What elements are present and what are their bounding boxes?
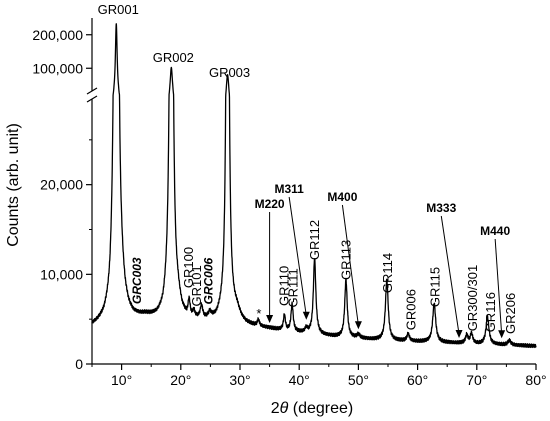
axis-break-mark <box>86 87 98 95</box>
peak-label: GR113 <box>339 240 354 280</box>
arrow-head <box>354 321 362 330</box>
y-tick-label: 0 <box>75 356 83 372</box>
x-tick-label: 80° <box>525 372 546 388</box>
peak-label: GR006 <box>404 289 419 330</box>
phase-label: M400 <box>327 190 357 204</box>
peak-label: GR114 <box>380 253 395 293</box>
peak-label: GR115 <box>427 267 442 307</box>
x-tick-label: 20° <box>170 372 191 388</box>
arrow-head <box>498 330 506 339</box>
y-tick-label: 20,000 <box>40 177 83 193</box>
peak-label: GR110 <box>276 266 291 306</box>
peak-label: GRC006 <box>202 257 216 304</box>
xrd-pattern-line <box>91 23 537 349</box>
x-tick-label: 50° <box>348 372 369 388</box>
x-axis-title: 2θ (degree) <box>271 400 354 417</box>
x-tick-label: 30° <box>229 372 250 388</box>
phase-label: M440 <box>480 224 510 238</box>
asterisk-marker: * <box>256 306 261 321</box>
y-axis-title: Counts (arb. unit) <box>5 123 22 247</box>
peak-label: GR101 <box>189 265 204 306</box>
x-tick-label: 70° <box>466 372 487 388</box>
peak-label: GRC003 <box>130 257 144 304</box>
axes: 10° 20° 30° 40° 50° 60° 70° 80° 0 10,000 20,000 100… <box>32 18 547 388</box>
arrow-line <box>440 215 460 335</box>
peak-label: GR116 <box>483 292 498 332</box>
phase-label: M311 <box>274 182 304 196</box>
y-tick-label: 200,000 <box>32 27 83 43</box>
x-tick-label: 40° <box>289 372 310 388</box>
peak-label: GR112 <box>307 220 322 260</box>
y-tick-label: 100,000 <box>32 60 83 76</box>
peak-label: GR111 <box>285 268 300 307</box>
peak-label: GR300/301 <box>465 265 480 332</box>
phase-label: M220 <box>255 197 285 211</box>
peak-label: GR003 <box>209 65 250 80</box>
curve-layer <box>91 23 537 349</box>
arrow-head <box>455 330 463 339</box>
arrow-line <box>288 196 307 316</box>
peak-label: GR002 <box>153 50 194 65</box>
arrow-line <box>341 204 359 326</box>
phase-label: M333 <box>426 201 456 215</box>
arrow-head <box>266 315 274 324</box>
axis-break-mark <box>86 95 98 103</box>
peak-label: GR001 <box>98 2 139 17</box>
arrow-head <box>302 311 310 320</box>
x-tick-label: 60° <box>407 372 428 388</box>
y-tick-label: 10,000 <box>40 266 83 282</box>
peak-label: GR206 <box>503 293 518 334</box>
arrow-line <box>494 238 503 335</box>
x-tick-label: 10° <box>111 372 132 388</box>
peak-label: GR100 <box>181 247 196 288</box>
